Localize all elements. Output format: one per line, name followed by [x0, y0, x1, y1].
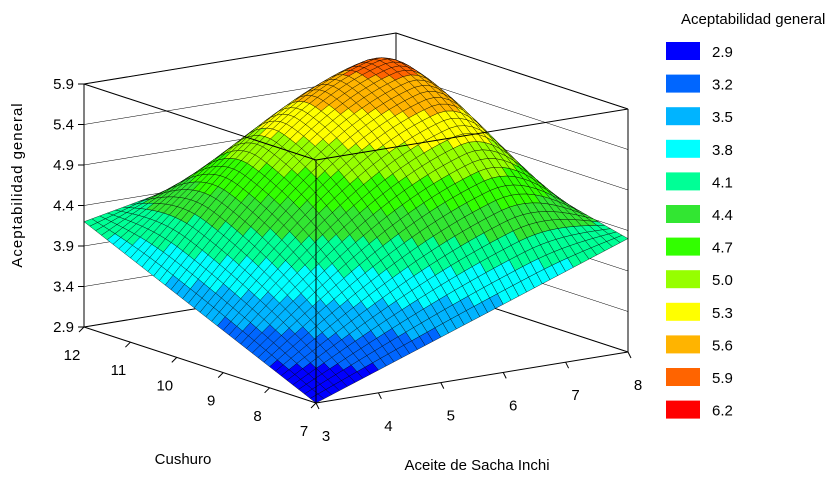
legend-label: 4.1 — [712, 174, 733, 191]
legend-swatch — [666, 107, 700, 126]
legend-label: 3.8 — [712, 142, 733, 159]
legend-swatch — [666, 270, 700, 289]
surface-cell — [309, 393, 325, 404]
legend-swatch — [666, 74, 700, 93]
z-gridline — [83, 32, 629, 110]
box-edge — [83, 326, 317, 404]
x-tick-mark — [627, 351, 632, 359]
x-tick-label: 3 — [322, 428, 330, 445]
legend-label: 5.0 — [712, 272, 733, 289]
legend-label: 4.7 — [712, 240, 733, 257]
y-tick-mark — [171, 357, 178, 363]
x-tick-label: 7 — [571, 387, 579, 404]
x-tick-mark — [315, 402, 320, 410]
y-tick-mark — [310, 402, 317, 409]
z-tick-label: 2.9 — [53, 319, 74, 336]
response-surface — [83, 57, 629, 404]
z-tick-label: 4.9 — [53, 157, 74, 174]
y-tick-label: 11 — [111, 362, 127, 379]
x-tick-label: 4 — [384, 418, 392, 435]
z-tick-label: 3.4 — [53, 279, 74, 296]
legend-title: Aceptabilidad general — [681, 11, 825, 28]
x-tick-mark — [502, 372, 507, 379]
z-tick-label: 5.9 — [53, 76, 74, 93]
box-edge — [315, 108, 629, 161]
legend-label: 6.2 — [712, 403, 733, 420]
box-edge — [83, 83, 317, 161]
y-tick-mark — [125, 341, 131, 348]
x-tick-mark — [377, 392, 382, 400]
legend-swatch — [666, 335, 700, 354]
legend-swatch — [666, 139, 700, 158]
legend-swatch — [666, 205, 700, 223]
y-axis-title: Cushuro — [155, 451, 212, 468]
x-axis-ticks: 3 4 5 6 7 8 — [315, 351, 642, 445]
y-tick-label: 7 — [300, 423, 308, 440]
x-tick-mark — [565, 361, 570, 369]
legend-label: 5.9 — [712, 370, 733, 387]
z-tick-label: 4.4 — [53, 198, 74, 215]
legend-label: 3.2 — [712, 77, 733, 94]
legend-label: 4.4 — [712, 207, 733, 224]
legend: Aceptabilidad general 2.9 3.2 3.5 3.8 4.1 4.4… — [666, 11, 825, 420]
y-tick-label: 12 — [64, 347, 81, 364]
legend-label: 3.5 — [712, 109, 733, 126]
y-tick-mark — [264, 387, 270, 394]
z-axis-ticks: 2.9 3.4 3.9 4.4 4.9 5.4 5.9 — [53, 76, 84, 336]
y-tick-mark — [78, 326, 85, 333]
legend-swatch — [666, 172, 700, 191]
legend-label: 5.3 — [712, 305, 733, 322]
legend-swatch — [666, 400, 700, 419]
x-tick-label: 5 — [447, 408, 455, 425]
x-axis-title: Aceite de Sacha Inchi — [404, 457, 549, 474]
x-tick-mark — [440, 382, 445, 389]
y-tick-label: 10 — [156, 377, 173, 394]
y-axis-ticks: 7 8 9 10 11 12 — [64, 326, 317, 440]
z-tick-label: 5.4 — [53, 117, 74, 134]
box-edge — [315, 351, 629, 404]
legend-swatch — [666, 302, 700, 321]
legend-swatch — [666, 368, 700, 386]
legend-swatch — [666, 237, 700, 256]
legend-swatch — [666, 42, 700, 60]
legend-label: 2.9 — [712, 44, 733, 61]
x-tick-label: 8 — [634, 377, 642, 394]
y-tick-mark — [217, 372, 224, 378]
z-axis-title: Aceptabilidad general — [9, 102, 26, 267]
x-tick-label: 6 — [509, 397, 517, 414]
y-tick-label: 9 — [207, 393, 215, 410]
z-tick-label: 3.9 — [53, 238, 74, 255]
y-tick-label: 8 — [253, 408, 261, 425]
legend-label: 5.6 — [712, 337, 733, 354]
